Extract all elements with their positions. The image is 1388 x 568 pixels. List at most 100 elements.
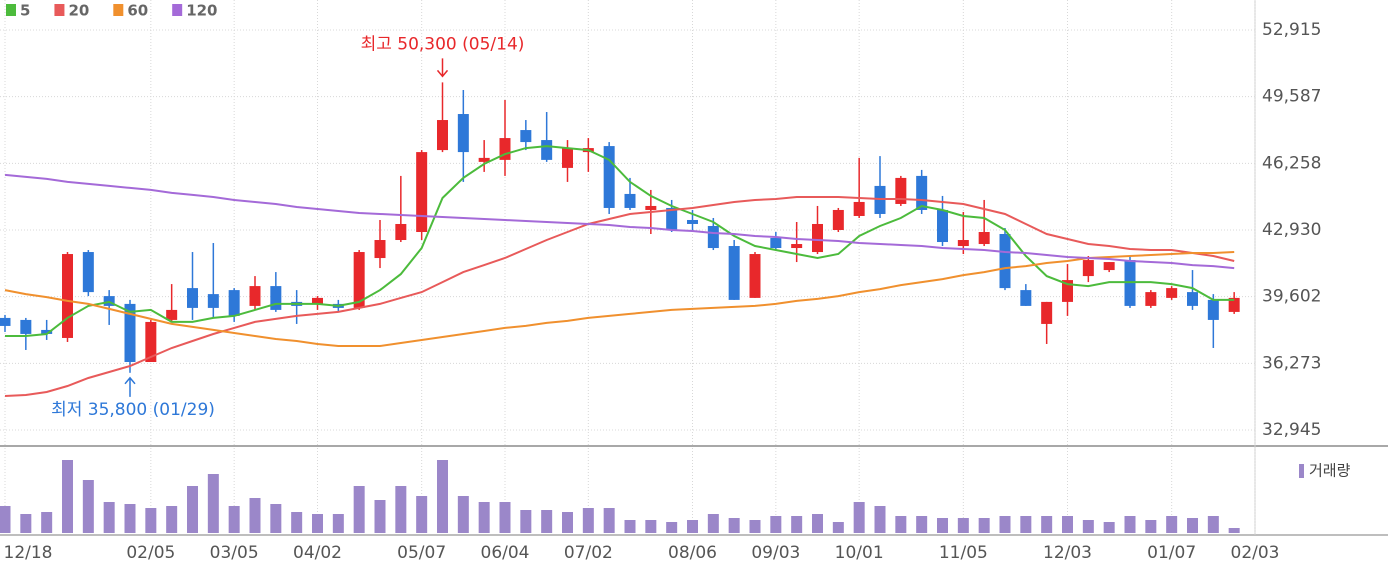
volume-bar [353,486,365,533]
volume-bar [791,516,803,533]
x-tick-label: 12/03 [1043,543,1092,563]
volume-bar [187,486,198,533]
candle-body [1228,297,1240,312]
candle-body [1207,299,1219,320]
candle-body [0,317,11,326]
candle-body [832,209,844,230]
y-tick-label: 52,915 [1262,20,1321,40]
candle-body [812,223,823,253]
candle-body [645,205,657,210]
annotation: 최저 35,800 (01/29) [51,400,215,420]
candle-body [374,240,386,259]
x-tick-label: 02/03 [1231,543,1280,563]
volume-bar [207,474,219,533]
x-tick-label: 12/18 [4,543,53,563]
volume-bar [62,460,73,533]
volume-bar [1166,516,1178,533]
volume-bar [457,496,469,533]
volume-bar [520,510,532,533]
candle-body [207,294,219,308]
candle-body [937,209,948,243]
candle-body [1145,292,1157,306]
legend-label: 20 [68,2,89,20]
legend-label: 120 [186,2,217,20]
candle-body [499,138,511,160]
volume-bar [666,522,678,533]
candle-body [1020,290,1032,306]
volume-bar [103,502,115,533]
volume-bar [499,502,511,533]
legend-swatch [54,4,65,16]
candle-body [749,254,761,298]
volume-bar [562,512,573,533]
x-tick-label: 09/03 [751,543,800,563]
x-tick-label: 06/04 [481,543,530,563]
volume-bar [749,520,761,533]
volume-bar [312,514,323,533]
moving-average-line [4,196,1235,397]
volume-bar [249,498,261,533]
candle-body [1103,262,1115,271]
candle-body [541,140,553,160]
volume-bar [895,516,907,533]
candle-body [1187,292,1198,306]
moving-average-line [4,251,1235,347]
volume-bar [1207,516,1219,533]
candle-body [1041,301,1053,324]
candle-body [249,286,261,306]
legend-label: 5 [20,2,30,20]
volume-bar [437,460,448,533]
volume-bar [707,514,719,533]
volume-bar [687,520,698,533]
candle-body [395,223,407,241]
volume-bar [228,506,240,533]
candle-body [228,290,240,316]
legend-swatch [6,4,16,16]
volume-bar [1187,518,1198,533]
volume-bar [874,506,886,533]
candle-body [895,177,907,204]
volume-bar [1082,520,1094,533]
volume-bar [582,508,594,533]
annotation-arrow [436,58,449,78]
candle-body [624,193,636,208]
candle-body [145,321,157,362]
volume-bar [999,516,1011,533]
candle-body [770,238,782,249]
volume-bar [1041,516,1053,533]
volume-bar [1062,516,1073,533]
candle-body [478,157,490,162]
candle-body [728,246,740,300]
y-tick-label: 46,258 [1262,153,1321,173]
volume-bar [624,520,636,533]
candle-body [166,309,178,320]
candle-body [791,244,803,249]
volume-bar [332,514,344,533]
volume-bar [812,514,823,533]
candle-body [1062,280,1073,302]
volume-bar [916,516,928,533]
x-tick-label: 02/05 [126,543,175,563]
legend-swatch [113,4,124,16]
candle-body [437,120,448,151]
volume-bar [478,502,490,533]
moving-average-line [4,173,1235,270]
candle-body [124,303,136,362]
volume-bar [145,508,157,533]
x-tick-label: 07/02 [564,543,613,563]
volume-bar [82,480,94,533]
candle-body [20,319,32,334]
volume-bar [937,518,948,533]
volume-bar [41,512,53,533]
volume-bar [541,510,553,533]
volume-bar [124,504,136,533]
volume-bar [1020,516,1032,533]
candle-body [270,286,282,310]
candle-body [187,288,198,308]
candle-body [312,297,323,304]
y-tick-label: 49,587 [1262,87,1321,107]
volume-bar [1228,528,1240,533]
candle-body [853,201,865,216]
y-tick-label: 32,945 [1262,420,1321,440]
